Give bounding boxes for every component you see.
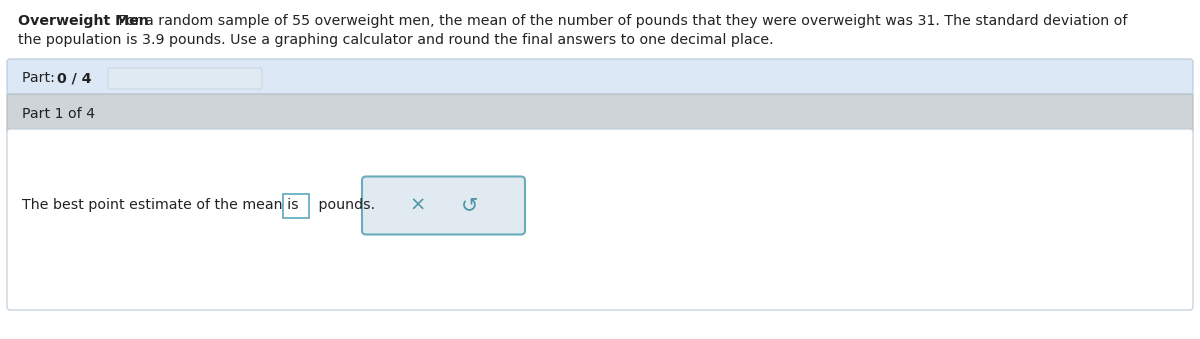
Text: For a random sample of 55 overweight men, the mean of the number of pounds that : For a random sample of 55 overweight men… — [114, 14, 1127, 28]
FancyBboxPatch shape — [283, 194, 310, 218]
Text: ×: × — [409, 196, 425, 215]
FancyBboxPatch shape — [108, 68, 262, 89]
FancyBboxPatch shape — [362, 177, 526, 235]
FancyBboxPatch shape — [7, 94, 1193, 133]
Text: The best point estimate of the mean is: The best point estimate of the mean is — [22, 199, 299, 213]
FancyBboxPatch shape — [7, 129, 1193, 310]
FancyBboxPatch shape — [7, 59, 1193, 98]
Text: Overweight Men: Overweight Men — [18, 14, 149, 28]
Text: 0 / 4: 0 / 4 — [58, 72, 91, 85]
Text: pounds.: pounds. — [314, 199, 376, 213]
Text: ↺: ↺ — [461, 196, 479, 216]
Text: Part:: Part: — [22, 72, 59, 85]
Text: the population is 3.9 pounds. Use a graphing calculator and round the final answ: the population is 3.9 pounds. Use a grap… — [18, 33, 774, 47]
Text: Part 1 of 4: Part 1 of 4 — [22, 106, 95, 120]
